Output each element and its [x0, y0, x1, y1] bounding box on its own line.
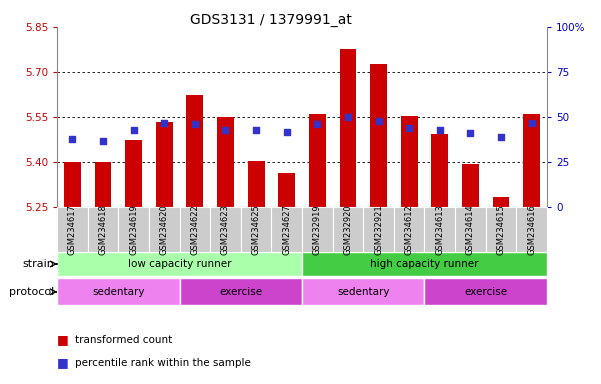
Text: ■: ■ — [57, 333, 69, 346]
Text: GSM234618: GSM234618 — [99, 204, 108, 255]
Text: transformed count: transformed count — [75, 335, 172, 345]
Point — [466, 130, 475, 136]
Point — [435, 127, 445, 133]
Text: GSM234623: GSM234623 — [221, 204, 230, 255]
Point — [221, 127, 230, 133]
Text: GSM234627: GSM234627 — [282, 204, 291, 255]
Point — [282, 129, 291, 135]
Bar — [302, 252, 547, 276]
Bar — [370, 65, 387, 207]
Point — [190, 121, 200, 127]
Text: percentile rank within the sample: percentile rank within the sample — [75, 358, 251, 368]
Text: GSM234619: GSM234619 — [129, 204, 138, 255]
Bar — [302, 278, 424, 305]
Point — [374, 118, 383, 124]
Text: exercise: exercise — [464, 287, 507, 297]
Point — [98, 137, 108, 144]
Bar — [248, 161, 264, 207]
Text: GSM234613: GSM234613 — [435, 204, 444, 255]
Text: sedentary: sedentary — [92, 287, 145, 297]
Point — [251, 127, 261, 133]
Text: low capacity runner: low capacity runner — [128, 259, 231, 269]
Text: GSM232921: GSM232921 — [374, 204, 383, 255]
Bar — [64, 162, 81, 207]
Text: GDS3131 / 1379991_at: GDS3131 / 1379991_at — [189, 13, 352, 27]
Bar — [94, 162, 111, 207]
Bar — [432, 134, 448, 207]
Bar — [186, 94, 203, 207]
Text: GSM232920: GSM232920 — [343, 204, 352, 255]
Text: GSM234617: GSM234617 — [68, 204, 77, 255]
Bar — [156, 122, 172, 207]
Bar — [523, 114, 540, 207]
Text: high capacity runner: high capacity runner — [370, 259, 479, 269]
Bar — [462, 164, 479, 207]
Point — [404, 125, 414, 131]
Bar — [125, 140, 142, 207]
Text: GSM232919: GSM232919 — [313, 204, 322, 255]
Text: exercise: exercise — [219, 287, 263, 297]
Point — [313, 121, 322, 127]
Bar — [278, 173, 295, 207]
Point — [343, 114, 353, 120]
Bar — [57, 278, 180, 305]
Text: GSM234612: GSM234612 — [404, 204, 413, 255]
Text: GSM234620: GSM234620 — [160, 204, 169, 255]
Point — [67, 136, 77, 142]
Text: GSM234616: GSM234616 — [527, 204, 536, 255]
Point — [159, 119, 169, 126]
Bar — [493, 197, 510, 207]
Point — [496, 134, 506, 140]
Point — [527, 119, 537, 126]
Bar — [424, 278, 547, 305]
Text: strain: strain — [22, 259, 54, 269]
Bar — [401, 116, 418, 207]
Point — [129, 127, 138, 133]
Text: ■: ■ — [57, 356, 69, 369]
Bar — [217, 117, 234, 207]
Bar — [57, 252, 302, 276]
Bar — [180, 278, 302, 305]
Bar — [340, 50, 356, 207]
Bar — [309, 114, 326, 207]
Text: GSM234625: GSM234625 — [252, 204, 261, 255]
Text: protocol: protocol — [9, 287, 54, 297]
Text: GSM234615: GSM234615 — [496, 204, 505, 255]
Text: GSM234614: GSM234614 — [466, 204, 475, 255]
Text: GSM234622: GSM234622 — [191, 204, 200, 255]
Text: sedentary: sedentary — [337, 287, 389, 297]
